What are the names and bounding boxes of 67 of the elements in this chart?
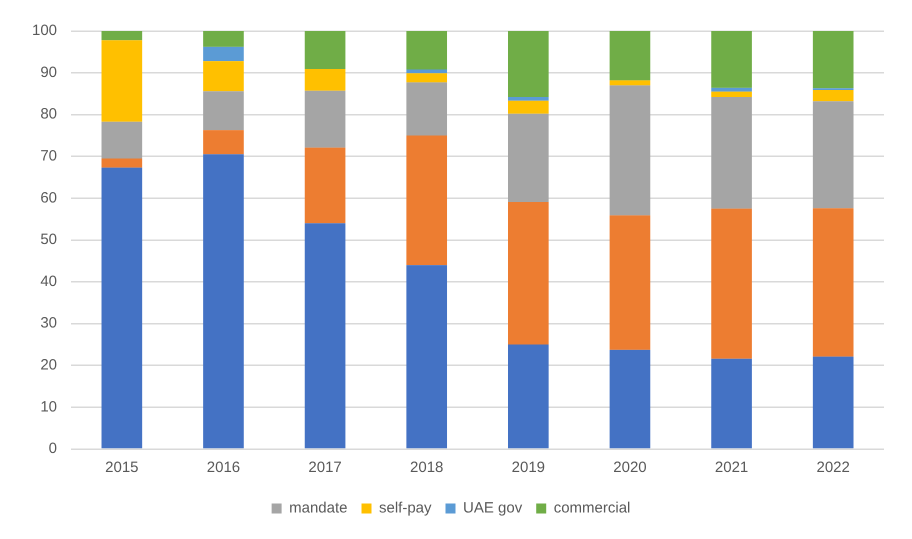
bar: [711, 208, 752, 359]
x-tick-label: 2016: [206, 459, 240, 476]
x-tick-label: 2019: [512, 459, 546, 476]
bar: [812, 101, 854, 208]
bar: [304, 148, 346, 224]
bar: [508, 344, 549, 448]
y-tick-label: 10: [40, 398, 58, 416]
legend-label: mandate: [289, 500, 348, 517]
bar: [711, 88, 752, 92]
bar: [203, 130, 244, 154]
bar: [203, 91, 244, 130]
bar: [203, 61, 244, 92]
bar: [304, 223, 346, 448]
bar: [406, 69, 448, 74]
bar: [102, 122, 142, 158]
bar: [610, 85, 650, 216]
x-tick-label: 2021: [714, 459, 748, 476]
y-tick-label: 70: [40, 148, 58, 165]
y-tick-label: 80: [40, 106, 58, 123]
bar: [711, 97, 752, 209]
x-tick-label: 2017: [308, 459, 342, 476]
bar: [812, 31, 854, 88]
y-tick-label: 100: [32, 22, 58, 40]
bar: [406, 31, 448, 70]
bar: [610, 350, 650, 448]
bar: [203, 31, 244, 47]
bar: [508, 114, 549, 202]
bar: [610, 31, 650, 80]
y-tick-label: 60: [40, 189, 58, 206]
bar: [203, 46, 244, 62]
bar: [102, 31, 142, 40]
bar: [812, 356, 854, 448]
bar: [304, 31, 346, 70]
y-tick-label: 30: [40, 314, 58, 332]
x-tick-label: 2020: [613, 459, 647, 476]
bar: [508, 97, 549, 101]
y-tick-label: 90: [40, 64, 58, 81]
bar: [102, 158, 142, 168]
x-tick-label: 2015: [105, 459, 139, 476]
legend-label: commercial: [554, 500, 630, 517]
bar: [406, 82, 448, 136]
bar: [711, 31, 752, 88]
bar: [711, 92, 752, 98]
y-tick-label: 20: [40, 356, 58, 374]
bar: [610, 215, 650, 350]
bar: [102, 40, 142, 122]
y-tick-label: 50: [40, 231, 58, 248]
bar: [711, 358, 752, 448]
x-tick-label: 2018: [410, 459, 444, 476]
legend-label: UAE gov: [463, 500, 523, 517]
bar: [508, 202, 549, 344]
bar: [610, 80, 650, 86]
y-tick-label: 0: [48, 440, 58, 458]
bar: [812, 90, 854, 102]
legend-label: self-pay: [378, 500, 432, 517]
bar: [508, 100, 549, 114]
y-tick-label: 40: [40, 272, 58, 290]
bar: [304, 90, 346, 148]
bar: [406, 73, 448, 82]
bar: [203, 154, 244, 448]
bar: [304, 69, 346, 91]
bar: [102, 168, 142, 448]
bar: [406, 265, 448, 448]
bar: [508, 31, 549, 98]
bar: [406, 136, 448, 266]
bar: [812, 208, 854, 357]
x-tick-label: 2022: [816, 459, 850, 476]
